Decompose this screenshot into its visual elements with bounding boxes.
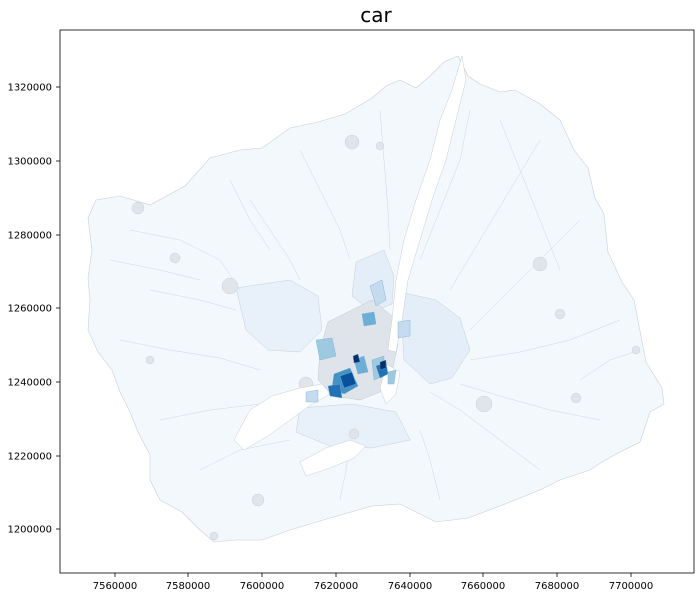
y-axis: 1320000 1300000 1280000 1260000 1240000 … <box>7 83 60 536</box>
y-tick-label: 1300000 <box>7 157 52 168</box>
x-tick-label: 7700000 <box>609 581 654 592</box>
map-title: car <box>360 3 392 27</box>
region-boundaries <box>109 109 641 501</box>
region-ring-west <box>235 279 323 353</box>
x-tick-label: 7600000 <box>240 581 285 592</box>
x-tick-label: 7620000 <box>314 581 359 592</box>
y-tick-label: 1320000 <box>7 83 52 94</box>
region-ring-east <box>399 291 471 385</box>
x-tick-label: 7560000 <box>93 581 138 592</box>
y-tick-label: 1220000 <box>7 452 52 463</box>
x-tick-label: 7660000 <box>461 581 506 592</box>
y-tick-label: 1280000 <box>7 231 52 242</box>
y-tick-label: 1260000 <box>7 304 52 315</box>
x-tick-label: 7580000 <box>166 581 211 592</box>
y-tick-label: 1240000 <box>7 378 52 389</box>
x-tick-label: 7680000 <box>535 581 580 592</box>
axes-frame <box>59 29 695 574</box>
x-axis: 7560000 7580000 7600000 7620000 7640000 … <box>93 573 654 592</box>
region-ring-south <box>295 403 411 449</box>
x-tick-label: 7640000 <box>388 581 433 592</box>
map-plot-area <box>87 55 665 543</box>
value-hotspots <box>305 279 411 403</box>
y-tick-label: 1200000 <box>7 525 52 536</box>
